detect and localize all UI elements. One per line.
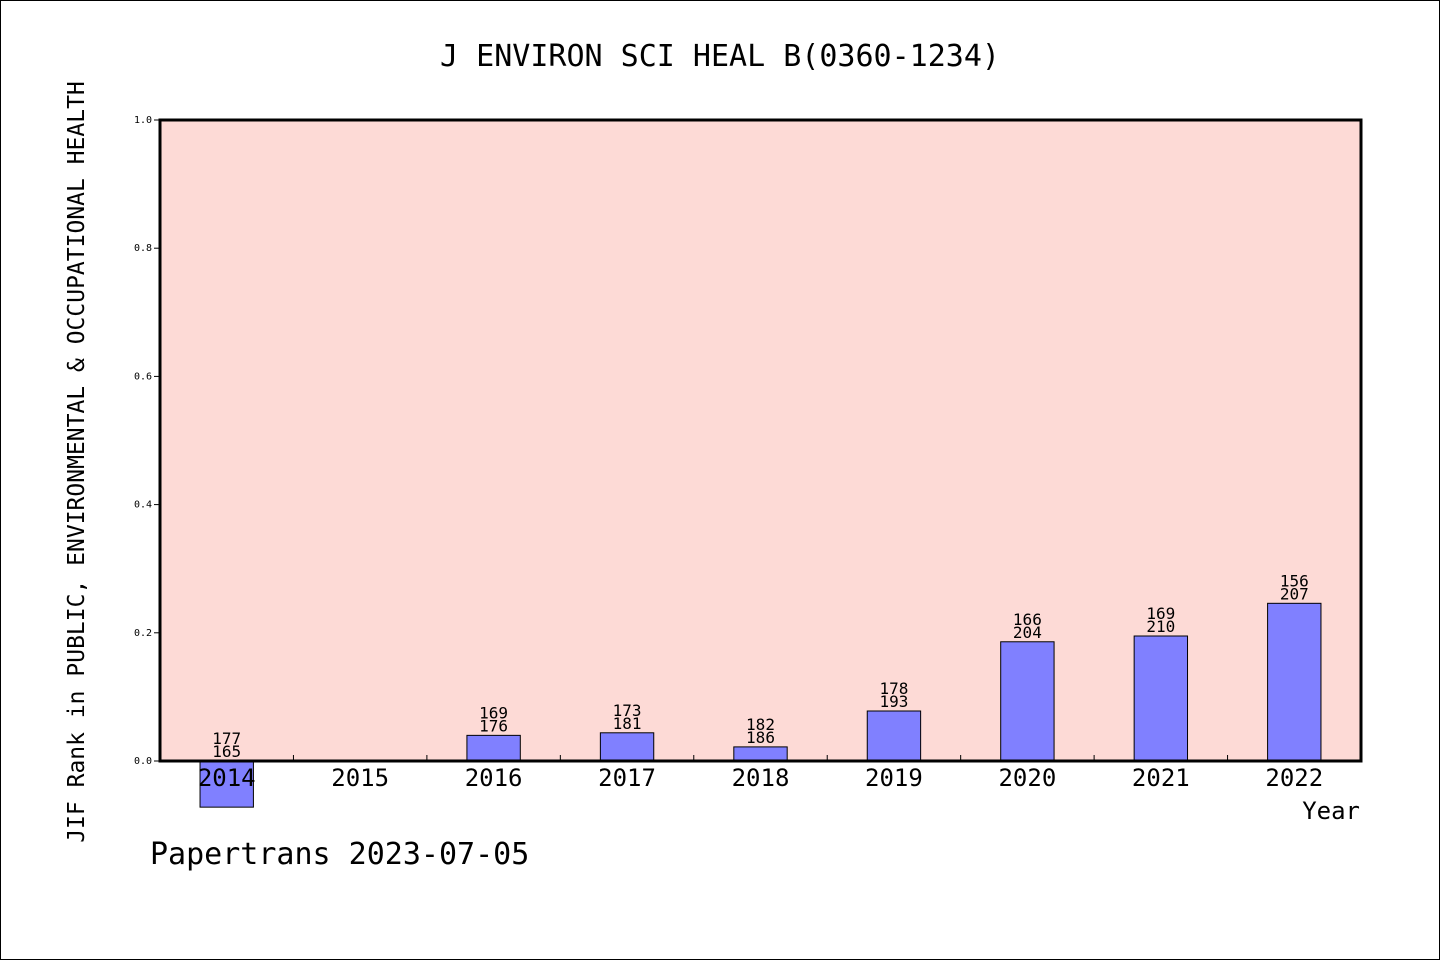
data-label-total-2019: 193	[879, 692, 908, 711]
bar-2021	[1133, 635, 1189, 762]
x-tick-label-2015: 2015	[331, 764, 389, 792]
bar-2018	[733, 746, 788, 762]
data-label-total-2016: 176	[479, 716, 508, 735]
bar-2022	[1267, 602, 1322, 762]
data-label-total-2021: 210	[1146, 617, 1175, 636]
data-label-rank-2020: 166	[1013, 610, 1042, 629]
data-label-total-2014: 165	[212, 742, 241, 761]
x-axis-label: Year	[1302, 797, 1360, 825]
data-label-rank-2017: 173	[613, 701, 642, 720]
y-tick-label: 0.6	[134, 371, 152, 382]
plot-border	[158, 118, 1363, 763]
x-tick-label-2016: 2016	[465, 764, 523, 792]
data-label-rank-2018: 182	[746, 715, 775, 734]
y-tick-label: 0.2	[134, 628, 152, 639]
y-axis-label: JIF Rank in PUBLIC, ENVIRONMENTAL & OCCU…	[64, 81, 90, 843]
y-tick-label: 1.0	[134, 115, 152, 126]
footer-text: Papertrans 2023-07-05	[150, 837, 529, 872]
y-tick-label: 0.8	[134, 243, 152, 254]
x-tick-label-2019: 2019	[865, 764, 923, 792]
data-label-rank-2016: 169	[479, 703, 508, 722]
x-tick-label-2020: 2020	[998, 764, 1056, 792]
bar-2020	[1000, 641, 1055, 762]
data-label-rank-2014: 177	[212, 729, 241, 748]
bar-group	[199, 602, 1322, 808]
x-ticks: 2014 2015 2016 2017 2018 2019 2020 2021 2022	[198, 755, 1323, 792]
data-label-rank-2022: 156	[1280, 571, 1309, 590]
x-tick-label-2018: 2018	[732, 764, 790, 792]
x-tick-label-2021: 2021	[1132, 764, 1190, 792]
data-label-total-2017: 181	[613, 714, 642, 733]
data-label-total-2022: 207	[1280, 584, 1309, 603]
bar-2019	[866, 710, 922, 762]
y-tick-label: 0.0	[134, 756, 152, 767]
data-label-rank-2021: 169	[1146, 604, 1175, 623]
bar-2016	[466, 734, 521, 762]
chart-title: J ENVIRON SCI HEAL B(0360-1234)	[440, 39, 1000, 74]
data-label-rank-2019: 178	[879, 679, 908, 698]
data-label-total-2018: 186	[746, 728, 775, 747]
data-label-total-2020: 204	[1013, 623, 1042, 642]
x-tick-label-2017: 2017	[598, 764, 656, 792]
y-ticks: 0.0 0.2 0.4 0.6 0.8 1.0	[134, 115, 160, 767]
x-tick-label-2022: 2022	[1265, 764, 1323, 792]
y-tick-label: 0.4	[134, 500, 152, 511]
bar-2017	[599, 732, 655, 762]
x-tick-label-2014: 2014	[198, 764, 256, 792]
